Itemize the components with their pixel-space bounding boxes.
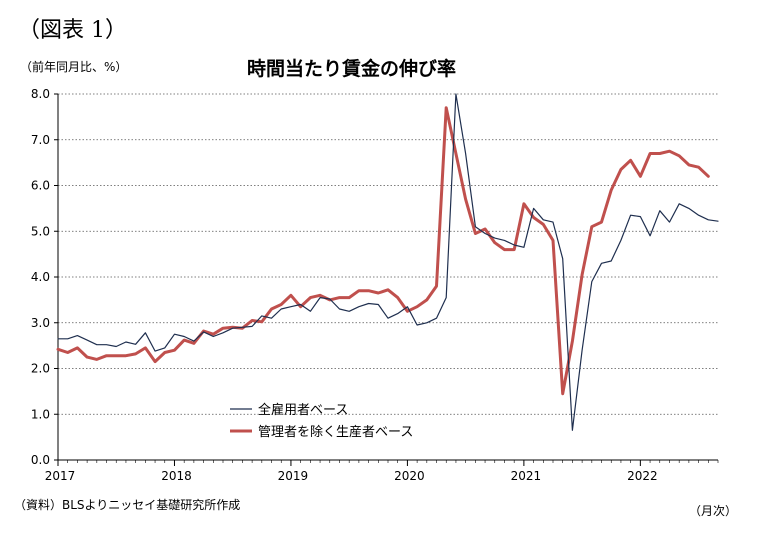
y-tick-label: 3.0: [31, 316, 50, 330]
y-tick-label: 5.0: [31, 224, 50, 238]
y-axis-unit-label: （前年同月比、%）: [20, 60, 128, 74]
series-line-production-workers: [56, 106, 710, 396]
chart-title: 時間当たり賃金の伸び率: [247, 58, 457, 80]
x-tick-label: 2020: [394, 469, 425, 483]
legend-label: 全雇用者ベース: [258, 402, 348, 418]
source-note: （資料）BLSよりニッセイ基礎研究所作成: [14, 498, 241, 512]
y-tick-label: 2.0: [31, 362, 50, 376]
y-tick-label: 0.0: [31, 453, 50, 467]
y-tick-label: 7.0: [31, 133, 50, 147]
y-tick-label: 1.0: [31, 407, 50, 421]
x-axis-unit-label: （月次）: [689, 504, 738, 518]
x-tick-label: 2018: [161, 469, 192, 483]
y-tick-label: 4.0: [31, 270, 50, 284]
legend-label: 管理者を除く生産者ベース: [258, 424, 413, 440]
x-tick-label: 2017: [45, 469, 76, 483]
series-line-all-employees: [57, 93, 719, 431]
y-tick-label: 8.0: [31, 87, 50, 101]
x-tick-label: 2022: [627, 469, 658, 483]
y-tick-label: 6.0: [31, 179, 50, 193]
x-tick-label: 2019: [278, 469, 309, 483]
figure-label: （図表 1）: [18, 18, 127, 43]
x-tick-label: 2021: [511, 469, 542, 483]
